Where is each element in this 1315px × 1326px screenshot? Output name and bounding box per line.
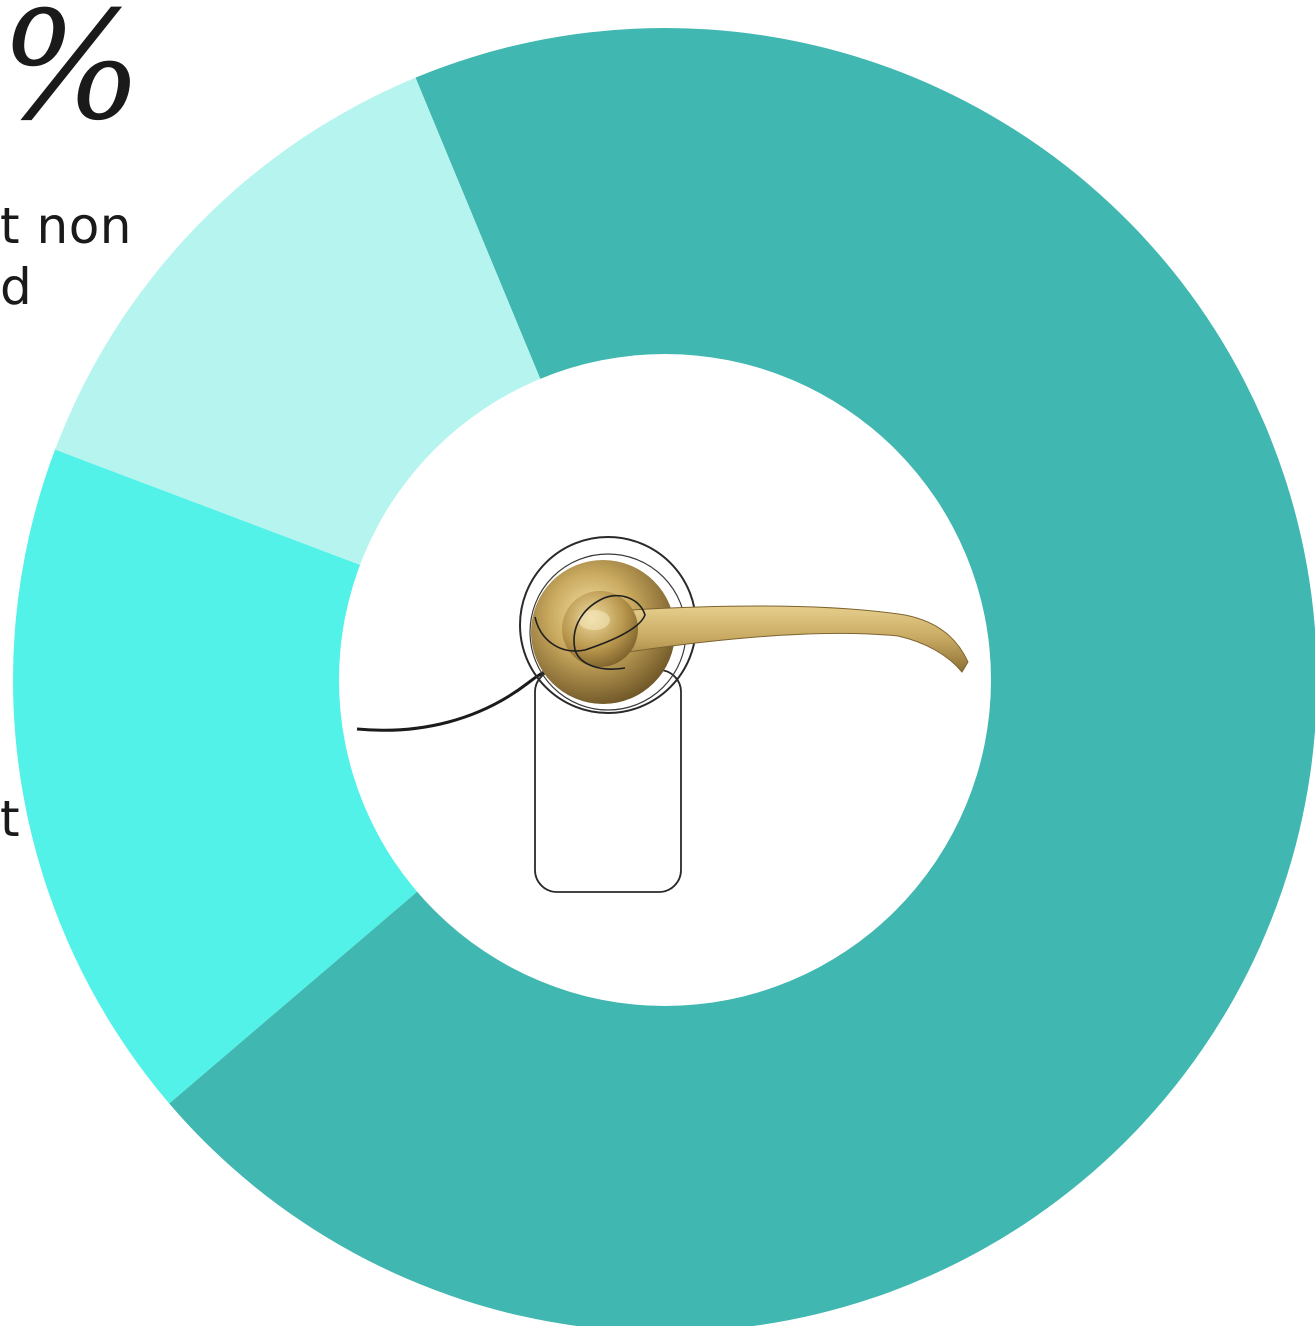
- door-handle-icon: [356, 536, 969, 893]
- percent-glyph: %: [0, 0, 143, 154]
- slice-label-line-3: t: [0, 790, 21, 848]
- slice-label-line-1: t non: [0, 197, 132, 255]
- donut-hole: [339, 354, 991, 1006]
- donut-slice-2: [12, 449, 665, 1104]
- slice-label-line-2: d: [0, 258, 33, 316]
